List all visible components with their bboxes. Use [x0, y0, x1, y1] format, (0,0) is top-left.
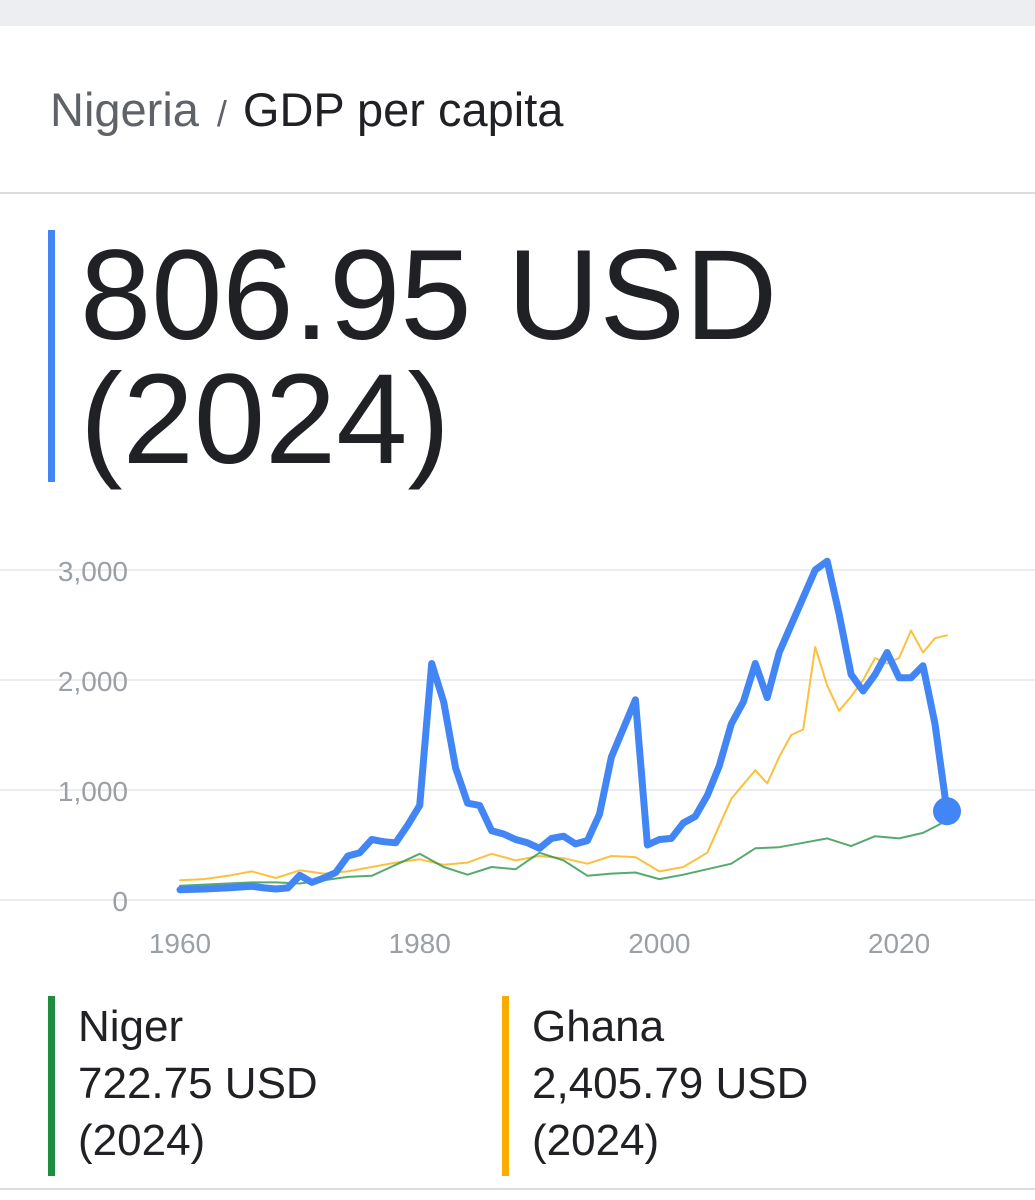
y-tick-label: 2,000 — [58, 666, 128, 697]
legend-color-bar-niger — [48, 996, 55, 1176]
headline-year: (2024) — [80, 348, 450, 491]
breadcrumb: Nigeria / GDP per capita — [50, 82, 563, 142]
header: Nigeria / GDP per capita — [0, 26, 1035, 194]
series-line-nigeria — [176, 557, 951, 894]
top-strip — [0, 0, 1035, 26]
tick-layer: 3,000 2,000 1,000 0 1960 1980 2000 2020 — [58, 556, 930, 959]
legend-year-ghana: (2024) — [532, 1116, 660, 1165]
y-tick-label: 0 — [112, 886, 128, 917]
grid-layer — [0, 569, 1035, 901]
headline-value-block: 806.95 USD (2024) — [48, 224, 988, 491]
legend-name-niger: Niger — [78, 1002, 184, 1051]
legend-year-niger: (2024) — [78, 1116, 206, 1165]
y-tick-label: 3,000 — [58, 556, 128, 587]
breadcrumb-country[interactable]: Nigeria — [50, 83, 199, 136]
headline-amount: 806.95 USD — [80, 224, 778, 367]
breadcrumb-separator: / — [216, 93, 227, 134]
series-layer — [176, 557, 961, 894]
legend-color-bar-ghana — [502, 996, 509, 1176]
x-tick-label: 1980 — [389, 928, 451, 959]
legend-value-niger: 722.75 USD — [78, 1059, 318, 1108]
legend-text-ghana: Ghana 2,405.79 USD (2024) — [532, 998, 808, 1169]
series-line-ghana — [179, 629, 948, 882]
breadcrumb-metric: GDP per capita — [242, 83, 564, 136]
y-tick-label: 1,000 — [58, 776, 128, 807]
x-tick-label: 2000 — [628, 928, 690, 959]
headline-color-bar — [48, 230, 55, 482]
gdp-line-chart[interactable]: 3,000 2,000 1,000 0 1960 1980 2000 2020 — [0, 540, 1035, 960]
legend-name-ghana: Ghana — [532, 1002, 665, 1051]
x-tick-label: 2020 — [868, 928, 930, 959]
series-endpoint-nigeria — [933, 797, 961, 826]
x-tick-label: 1960 — [149, 928, 211, 959]
headline-value: 806.95 USD (2024) — [80, 224, 778, 491]
legend-text-niger: Niger 722.75 USD (2024) — [78, 998, 318, 1169]
bottom-divider — [0, 1188, 1035, 1190]
legend-value-ghana: 2,405.79 USD — [532, 1059, 809, 1108]
